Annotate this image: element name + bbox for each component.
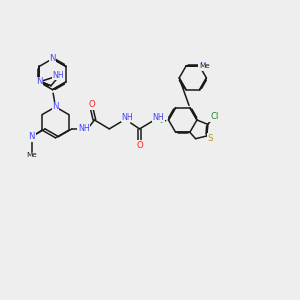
Text: O: O xyxy=(88,100,95,109)
Text: O: O xyxy=(136,141,143,150)
Text: N: N xyxy=(199,62,205,71)
Text: N: N xyxy=(52,102,59,111)
Text: Me: Me xyxy=(200,63,210,69)
Text: Cl: Cl xyxy=(210,112,218,122)
Text: NH: NH xyxy=(121,112,133,122)
Text: NH: NH xyxy=(152,112,164,122)
Text: NH: NH xyxy=(78,124,90,134)
Text: S: S xyxy=(208,134,213,143)
Text: N: N xyxy=(36,77,42,86)
Text: Me: Me xyxy=(26,152,37,158)
Text: N: N xyxy=(28,132,35,141)
Text: N: N xyxy=(49,54,56,63)
Text: NH: NH xyxy=(53,70,64,80)
